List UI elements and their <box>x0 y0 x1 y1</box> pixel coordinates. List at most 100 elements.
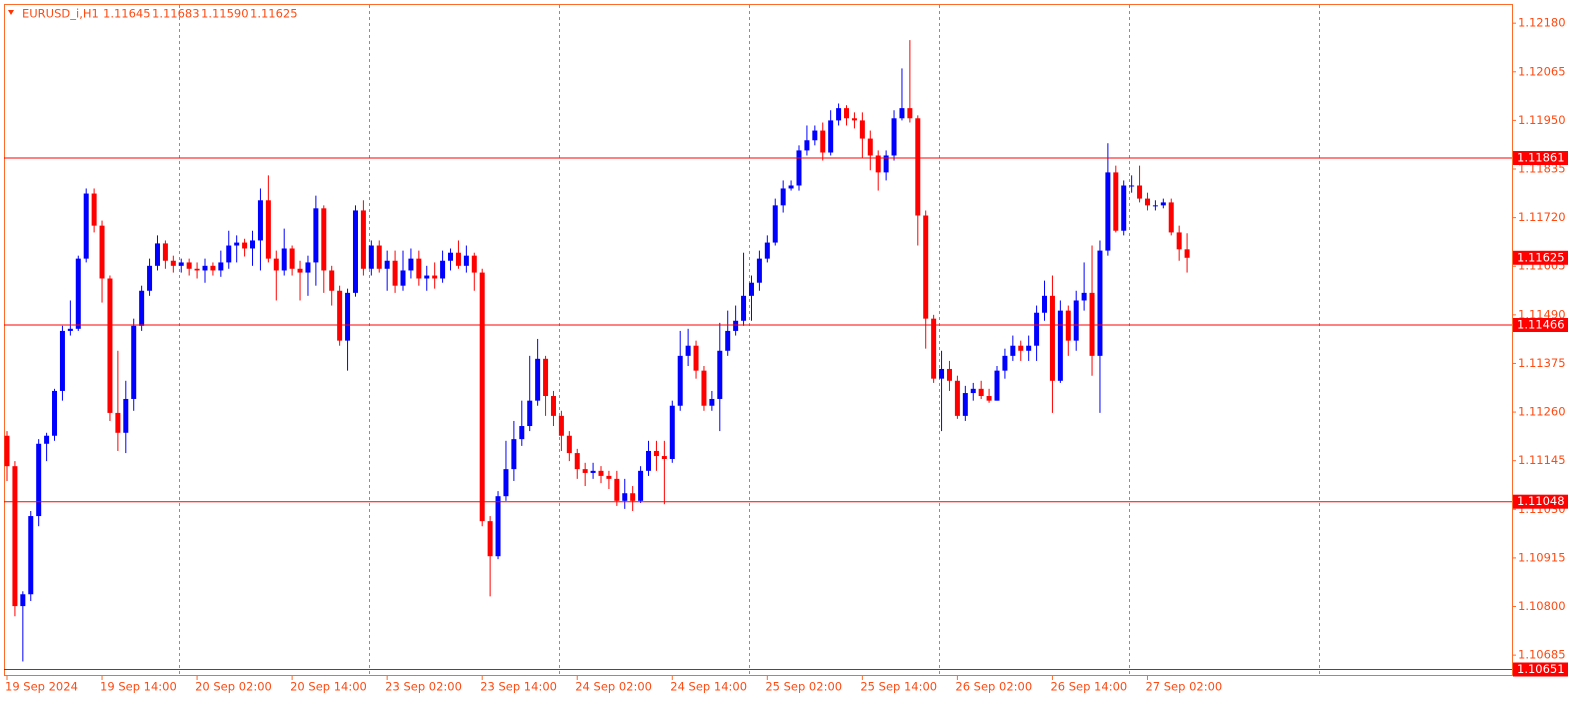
candle-body <box>527 400 533 427</box>
candle-body <box>91 193 97 226</box>
candle-body <box>186 262 192 269</box>
candle-body <box>487 521 493 557</box>
candle-body <box>1113 172 1119 231</box>
candle-body <box>820 130 826 153</box>
candle-body <box>725 330 731 351</box>
candle-body <box>717 350 723 399</box>
candle-body <box>226 245 232 263</box>
candle-body <box>550 396 556 416</box>
x-tick-label: 27 Sep 02:00 <box>1145 680 1222 694</box>
candle-body <box>519 426 525 440</box>
x-tick-label: 24 Sep 14:00 <box>670 680 747 694</box>
x-tick-label: 26 Sep 14:00 <box>1050 680 1127 694</box>
candle-body <box>867 138 873 156</box>
candle-body <box>139 290 145 326</box>
candle-body <box>28 516 34 595</box>
x-tick-label: 23 Sep 14:00 <box>480 680 557 694</box>
candle-body <box>1152 205 1158 207</box>
candle-body <box>12 466 18 607</box>
candle-body <box>147 265 153 291</box>
plot-frame <box>4 4 1513 676</box>
candle-body <box>899 108 905 119</box>
level-tag <box>1513 151 1568 166</box>
ohlc-high: 1.11683 <box>152 7 200 21</box>
candle-body <box>701 370 707 406</box>
candle-body <box>598 470 604 476</box>
candle-body <box>1057 310 1063 381</box>
ohlc-low: 1.11590 <box>201 7 249 21</box>
candle-body <box>851 118 857 121</box>
candle-body <box>859 120 865 139</box>
candle-body <box>946 368 952 381</box>
candle-body <box>202 265 208 271</box>
y-tick-label: 1.10800 <box>1518 599 1566 613</box>
candle-body <box>978 388 984 397</box>
candle-body <box>83 193 89 259</box>
candle-body <box>582 469 588 473</box>
candle-body <box>210 265 216 271</box>
level-label: 1.11466 <box>1517 317 1565 331</box>
candle-body <box>479 272 485 522</box>
y-tick-label: 1.11260 <box>1518 405 1566 419</box>
candle-body <box>424 275 430 279</box>
candle-body <box>1176 232 1182 250</box>
candle-body <box>345 292 351 341</box>
candle-body <box>1034 312 1040 346</box>
x-tick-label: 25 Sep 02:00 <box>765 680 842 694</box>
candle-body <box>1160 202 1166 206</box>
candle-body <box>368 245 374 269</box>
candle-body <box>994 370 1000 401</box>
candle-body <box>907 108 913 119</box>
candle-body <box>107 278 113 413</box>
candle-body <box>883 155 889 173</box>
candle-body <box>384 260 390 269</box>
ohlc-open: 1.11645 <box>103 7 151 21</box>
candle-body <box>780 188 786 206</box>
candle-body <box>1184 249 1190 258</box>
candle-body <box>693 345 699 371</box>
candle-body <box>123 398 129 433</box>
candle-body <box>646 450 652 471</box>
y-tick-label: 1.12065 <box>1518 64 1566 78</box>
candle-body <box>931 318 937 379</box>
candle-body <box>471 255 477 273</box>
candle-body <box>1002 355 1008 371</box>
period-separators <box>179 5 1320 675</box>
candle-body <box>622 493 628 501</box>
candle-body <box>638 470 644 501</box>
candle-body <box>915 118 921 216</box>
candle-body <box>812 130 818 141</box>
candle-body <box>1073 300 1079 341</box>
candle-body <box>535 358 541 401</box>
candle-body <box>455 252 461 266</box>
candle-body <box>796 150 802 186</box>
candle-body <box>463 255 469 266</box>
collapse-icon[interactable] <box>8 10 14 15</box>
candle-body <box>606 475 612 479</box>
candle-body <box>986 396 992 401</box>
candle-body <box>630 493 636 501</box>
y-tick-label: 1.10915 <box>1518 550 1566 564</box>
level-label: 1.11861 <box>1517 151 1565 165</box>
candle-body <box>1042 295 1048 313</box>
candle-body <box>1129 185 1135 187</box>
candle-body <box>939 368 945 379</box>
level-tag <box>1513 494 1568 509</box>
x-tick-label: 25 Sep 14:00 <box>860 680 937 694</box>
candle-body <box>59 330 65 391</box>
candle-body <box>242 242 248 249</box>
candle-body <box>162 243 168 261</box>
candle-body <box>653 450 659 457</box>
candle-body <box>677 355 683 406</box>
candle-body <box>875 155 881 173</box>
candle-body <box>844 108 850 119</box>
candle-body <box>503 469 509 497</box>
candle-body <box>178 262 184 266</box>
candle-body <box>558 415 564 436</box>
candle-body <box>836 108 842 121</box>
candle-body <box>289 248 295 269</box>
candle-body <box>1137 185 1143 199</box>
candle-body <box>709 398 715 406</box>
candle-body <box>1049 295 1055 381</box>
